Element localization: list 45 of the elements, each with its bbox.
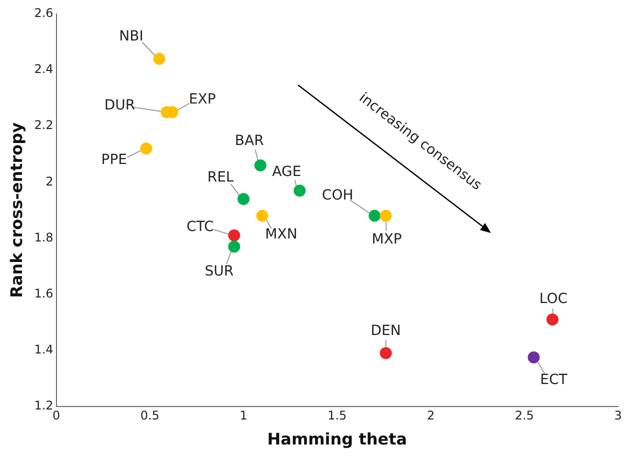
annotation: DEN: [370, 322, 401, 339]
x-tick-label: 0: [52, 408, 60, 423]
x-tick-label: 2.5: [514, 408, 534, 423]
annotation: PPE: [101, 152, 128, 168]
point: [228, 240, 240, 253]
y-tick-label: 2.6: [34, 6, 54, 20]
x-tick-label: 1: [240, 408, 248, 423]
annotation: LOC: [539, 291, 568, 308]
annotation: MXN: [265, 226, 298, 242]
annotation: ECT: [540, 372, 568, 388]
point: [228, 229, 240, 242]
y-tick-label: 1.8: [34, 230, 54, 244]
x-axis-title: Hamming theta: [267, 430, 408, 449]
point: [294, 184, 306, 197]
x-tick-label: 3: [614, 408, 622, 423]
x-tick-label: 2: [426, 408, 435, 423]
annotation: DUR: [104, 98, 136, 114]
point: [380, 210, 392, 222]
annotation: AGE: [272, 164, 302, 180]
y-tick-label: 1.2: [34, 398, 54, 413]
annotation: BAR: [234, 132, 264, 149]
y-tick-label: 1.6: [34, 286, 54, 300]
y-axis-title: Rank cross-entropy: [6, 122, 26, 298]
annotation: MXP: [372, 231, 402, 248]
annotation: NBI: [119, 28, 144, 44]
x-tick-label: 1.5: [328, 408, 347, 423]
annotation: REL: [207, 170, 234, 186]
annotation: CTC: [186, 219, 214, 236]
x-tick-label: 0.5: [140, 408, 160, 423]
y-tick-label: 2.2: [34, 118, 54, 132]
annotation: EXP: [188, 92, 216, 108]
point: [238, 192, 250, 205]
point: [254, 159, 266, 172]
point: [528, 351, 540, 364]
point: [380, 347, 392, 360]
point: [256, 210, 268, 222]
point: [140, 142, 152, 155]
y-tick-label: 1.4: [34, 342, 54, 356]
point: [153, 52, 166, 65]
annotation: COH: [322, 187, 354, 204]
point: [368, 210, 381, 222]
annotation: SUR: [204, 263, 234, 280]
y-tick-label: 2: [46, 174, 54, 188]
y-tick-label: 2.4: [34, 62, 54, 76]
point: [546, 314, 558, 326]
